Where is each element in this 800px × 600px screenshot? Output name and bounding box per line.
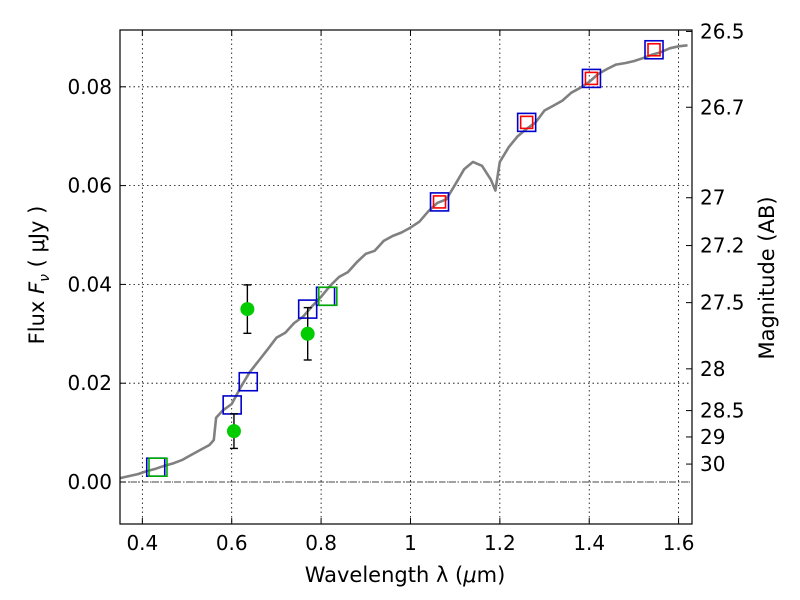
y2-tick-label: 27.5 bbox=[700, 291, 745, 315]
y2-tick-label: 27.2 bbox=[700, 234, 745, 258]
plot-frame bbox=[119, 29, 693, 525]
y2-tick-label: 26.5 bbox=[700, 19, 745, 43]
y-tick-label: 0.06 bbox=[67, 174, 112, 198]
x-tick-label: 1.2 bbox=[484, 531, 516, 555]
observed-point bbox=[240, 302, 255, 317]
y-tick-label: 0.08 bbox=[67, 75, 112, 99]
photometry-square-marker bbox=[584, 71, 599, 86]
y-tick-label: 0.00 bbox=[67, 470, 112, 494]
x-tick-label: 1 bbox=[404, 531, 417, 555]
x-tick-label: 1.4 bbox=[573, 531, 605, 555]
x-axis-label-unit: μ bbox=[462, 563, 476, 587]
observed-point bbox=[300, 326, 315, 341]
photometry-square-marker bbox=[647, 42, 661, 57]
ticks: 0.4 0.6 0.8 1 1.2 1.4 1.6 0.00 0.02 0.04 0.06 0.08 2… bbox=[67, 19, 744, 555]
photometry-square-marker bbox=[432, 195, 447, 209]
y2-axis-label: Magnitude (AB) bbox=[755, 196, 779, 359]
x-axis-label: Wavelength λ (μm) bbox=[305, 563, 506, 587]
photometry-square-marker bbox=[516, 112, 537, 133]
x-axis-label-prefix: Wavelength λ ( bbox=[305, 563, 464, 587]
y2-tick-label: 26.7 bbox=[700, 95, 745, 119]
y-axis-label-subscript: ν bbox=[37, 274, 53, 282]
y-axis-label: Flux Fν ( μJy ) bbox=[25, 206, 53, 345]
x-axis-label-suffix: m) bbox=[477, 563, 506, 587]
y-tick-label: 0.02 bbox=[67, 371, 112, 395]
y-axis-label-prefix: Flux bbox=[25, 294, 49, 344]
grid bbox=[120, 30, 692, 524]
y2-tick-label: 28 bbox=[700, 357, 725, 381]
y-tick-label: 0.04 bbox=[67, 272, 112, 296]
y2-tick-label: 29 bbox=[700, 425, 725, 449]
photometry-square-marker bbox=[519, 115, 534, 130]
data-layer bbox=[119, 39, 688, 480]
x-tick-label: 0.8 bbox=[305, 531, 337, 555]
y-axis-label-suffix: ( μJy ) bbox=[25, 206, 49, 274]
y2-tick-label: 30 bbox=[700, 452, 725, 476]
photometry-square-marker bbox=[429, 192, 450, 212]
photometry-square-marker bbox=[581, 68, 602, 89]
observed-point bbox=[226, 424, 241, 439]
x-tick-label: 0.6 bbox=[216, 531, 248, 555]
y2-tick-label: 27 bbox=[700, 186, 725, 210]
photometry-square-marker bbox=[238, 371, 259, 392]
y2-tick-label: 28.5 bbox=[700, 399, 745, 423]
photometry-square-marker bbox=[317, 286, 338, 307]
x-tick-label: 0.4 bbox=[126, 531, 158, 555]
x-tick-label: 1.6 bbox=[663, 531, 695, 555]
photometry-square-marker bbox=[148, 457, 168, 477]
sed-model-line bbox=[119, 44, 688, 480]
photometry-square-marker bbox=[644, 39, 664, 60]
y-axis-label-symbol: F bbox=[25, 281, 49, 294]
